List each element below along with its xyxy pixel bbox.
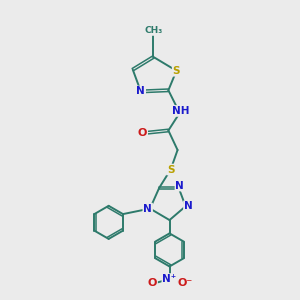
Text: O: O: [148, 278, 157, 288]
Text: S: S: [167, 164, 174, 175]
Text: CH₃: CH₃: [144, 26, 163, 35]
Text: N: N: [184, 201, 193, 211]
Text: O⁻: O⁻: [178, 278, 193, 288]
Text: S: S: [173, 66, 180, 76]
Text: N: N: [136, 86, 145, 96]
Text: N⁺: N⁺: [162, 274, 177, 284]
Text: N: N: [143, 204, 152, 214]
Text: O: O: [138, 128, 147, 138]
Text: NH: NH: [172, 106, 190, 116]
Text: N: N: [176, 181, 184, 190]
